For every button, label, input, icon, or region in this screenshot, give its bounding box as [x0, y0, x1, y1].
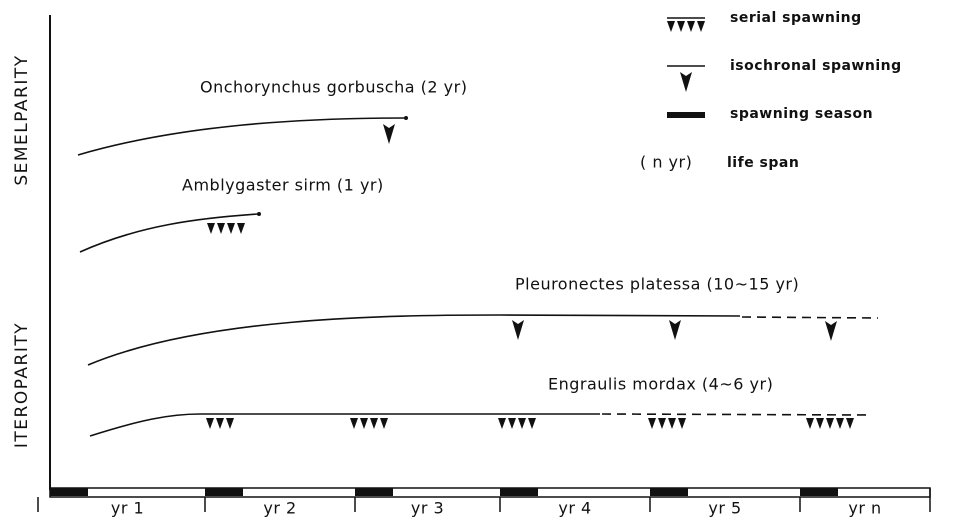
spawn-mark — [206, 418, 214, 429]
spawn-mark — [677, 21, 685, 32]
spawn-mark — [217, 223, 225, 234]
semelparity-label: SEMELPARITY — [12, 54, 32, 185]
spawn-mark — [360, 418, 368, 429]
spawn-mark — [806, 418, 814, 429]
spawning-season — [355, 488, 393, 496]
legend-text: life span — [727, 155, 799, 171]
year-label: yr 4 — [558, 499, 591, 518]
species-label: Pleuronectes platessa (10~15 yr) — [515, 275, 799, 294]
spawn-mark — [237, 223, 245, 234]
spawn-mark — [528, 418, 536, 429]
spawning-season — [205, 488, 243, 496]
spawn-mark — [207, 223, 215, 234]
spawn-mark — [825, 321, 837, 341]
year-label: yr 1 — [111, 499, 144, 518]
legend-season-bar — [667, 112, 705, 118]
spawn-mark — [836, 418, 844, 429]
spawn-mark — [380, 418, 388, 429]
end-dot — [257, 212, 261, 216]
species-label: Engraulis mordax (4~6 yr) — [548, 375, 773, 394]
end-dot — [404, 116, 408, 120]
species-label: Onchorynchus gorbuscha (2 yr) — [200, 78, 467, 97]
spawn-mark — [678, 418, 686, 429]
legend-span-symbol: ( n yr) — [640, 153, 692, 172]
year-label: yr 5 — [708, 499, 741, 518]
spawn-mark — [226, 418, 234, 429]
species-label: Amblygaster sirm (1 yr) — [182, 176, 384, 195]
spawn-mark — [648, 418, 656, 429]
spawn-mark — [680, 72, 692, 92]
spawn-mark — [498, 418, 506, 429]
spawn-mark — [370, 418, 378, 429]
spawn-mark — [227, 223, 235, 234]
spawn-mark — [826, 418, 834, 429]
legend-text: isochronal spawning — [730, 58, 902, 74]
spawning-season — [50, 488, 88, 496]
spawn-mark — [658, 418, 666, 429]
spawn-mark — [383, 124, 395, 144]
amblygaster-curve — [79, 213, 259, 253]
engraulis-dashed — [601, 413, 871, 416]
spawn-mark — [350, 418, 358, 429]
time-bar — [49, 487, 931, 498]
platessa-curve — [87, 314, 741, 366]
spawning-season — [650, 488, 688, 496]
spawn-mark — [216, 418, 224, 429]
legend-text: serial spawning — [730, 10, 862, 26]
legend-text: spawning season — [730, 106, 873, 122]
spawn-mark — [816, 418, 824, 429]
iteroparity-label: ITEROPARITY — [12, 322, 32, 448]
spawn-mark — [667, 21, 675, 32]
gorbuscha-curve — [77, 117, 406, 156]
spawn-mark — [668, 418, 676, 429]
spawning-season — [800, 488, 838, 496]
year-label: yr 3 — [411, 499, 444, 518]
platessa-dashed — [741, 316, 879, 319]
spawning-season — [500, 488, 538, 496]
year-label: yr 2 — [263, 499, 296, 518]
year-label: yr n — [848, 499, 881, 518]
engraulis-curve — [89, 413, 600, 437]
spawn-mark — [697, 21, 705, 32]
spawn-mark — [846, 418, 854, 429]
spawn-mark — [669, 320, 681, 340]
spawn-mark — [687, 21, 695, 32]
spawn-mark — [512, 320, 524, 340]
spawn-mark — [518, 418, 526, 429]
spawn-mark — [508, 418, 516, 429]
